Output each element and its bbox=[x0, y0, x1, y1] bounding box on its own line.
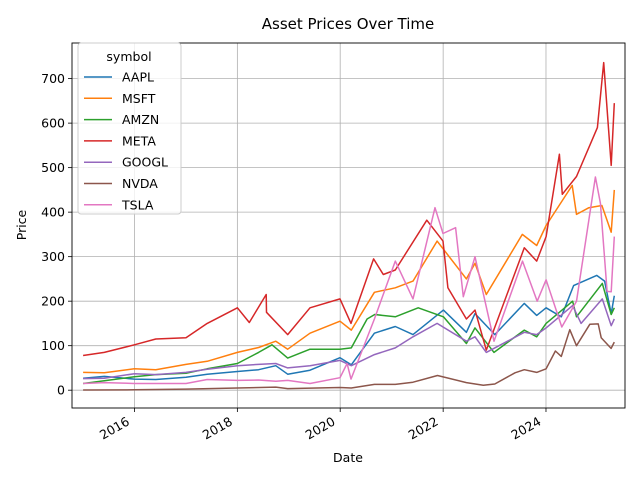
series-line-tsla bbox=[83, 176, 616, 385]
y-tick-label: 0 bbox=[57, 383, 65, 398]
y-tick-label: 500 bbox=[41, 160, 65, 175]
y-axis-title: Price bbox=[14, 209, 29, 240]
legend-title: symbol bbox=[106, 49, 151, 64]
legend-label: AAPL bbox=[122, 70, 154, 85]
x-axis-title: Date bbox=[333, 450, 363, 465]
plot-frame bbox=[71, 42, 626, 409]
legend-label: TSLA bbox=[121, 197, 154, 212]
chart-title: Asset Prices Over Time bbox=[262, 15, 435, 33]
legend-label: META bbox=[122, 133, 156, 148]
legend: symbol AAPL MSFT AMZN META GOOGL NVDA TSLA bbox=[77, 42, 182, 215]
grid-lines bbox=[72, 43, 625, 408]
y-tick-label: 700 bbox=[41, 71, 65, 86]
series-line-nvda bbox=[83, 323, 615, 391]
series-line-googl bbox=[83, 298, 615, 380]
y-tick-label: 300 bbox=[41, 249, 65, 264]
y-tick-label: 600 bbox=[41, 116, 65, 131]
y-tick-label: 400 bbox=[41, 205, 65, 220]
legend-box bbox=[77, 42, 182, 215]
legend-label: AMZN bbox=[122, 112, 159, 127]
series-line-msft bbox=[83, 184, 616, 374]
legend-items: AAPL MSFT AMZN META GOOGL NVDA TSLA bbox=[84, 70, 168, 212]
y-tick-label: 200 bbox=[41, 294, 65, 309]
legend-label: GOOGL bbox=[122, 155, 168, 170]
legend-label: MSFT bbox=[122, 91, 156, 106]
series-line-meta bbox=[82, 61, 616, 357]
series-lines bbox=[82, 61, 616, 391]
legend-label: NVDA bbox=[122, 176, 158, 191]
y-tick-label: 100 bbox=[41, 338, 65, 353]
y-axis-ticks: 0 100 200 300 400 500 600 700 bbox=[41, 71, 72, 398]
